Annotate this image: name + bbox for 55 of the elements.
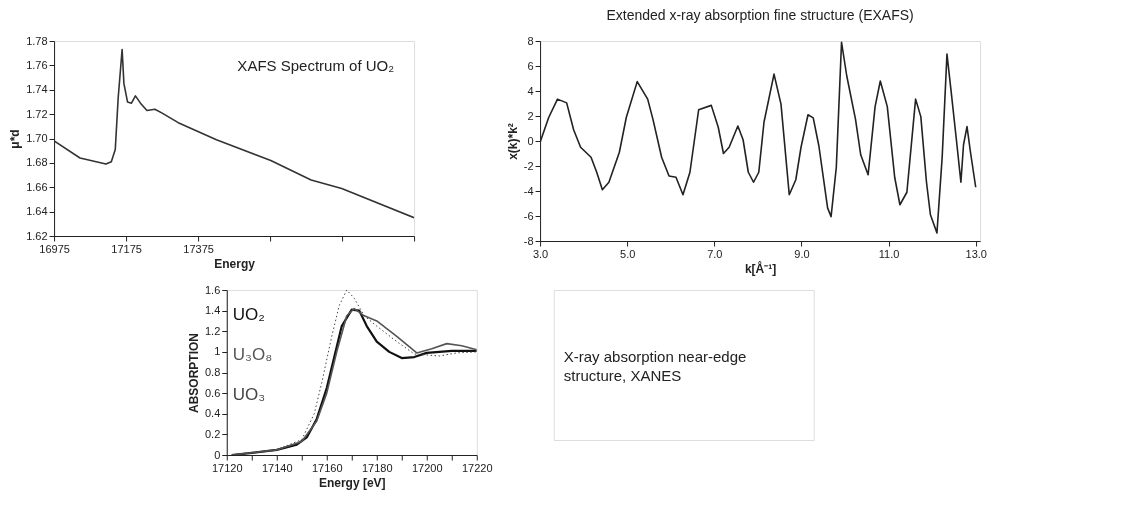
y-tick-label: -2 xyxy=(523,159,534,172)
y-tick-label: 1.4 xyxy=(204,304,221,317)
y-tick-label: 1.70 xyxy=(26,132,48,144)
y-tick-label: -6 xyxy=(523,209,534,222)
y-axis-title: x(k)*k² xyxy=(505,123,520,160)
y-tick-label: -4 xyxy=(523,184,534,197)
y-tick-label: 4 xyxy=(527,84,534,97)
y-tick-label: 0.2 xyxy=(204,427,221,440)
y-tick-label: 1.2 xyxy=(204,324,221,337)
y-tick-label: 8 xyxy=(527,34,534,47)
x-tick-label: 5.0 xyxy=(620,247,636,260)
text: UO₂ xyxy=(232,305,265,324)
y-axis-title: ABSORPTION xyxy=(186,332,201,414)
y-tick-label: 1.64 xyxy=(26,205,48,218)
y-tick-label: 6 xyxy=(527,59,534,72)
x-tick-label: 17375 xyxy=(183,242,214,255)
y-tick-label: 1.66 xyxy=(26,180,48,193)
text: U₃O₈ xyxy=(232,345,273,364)
y-tick-label: -8 xyxy=(523,234,534,247)
x-axis-title: Energy xyxy=(214,256,256,271)
y-tick-label: 1.68 xyxy=(26,156,48,169)
x-tick-label: 3.0 xyxy=(532,247,549,260)
x-tick-label: 11.0 xyxy=(878,247,900,260)
x-tick-label: 7.0 xyxy=(707,247,723,260)
line-series xyxy=(54,48,415,219)
text: UO₃ xyxy=(232,385,266,404)
y-tick-label: 1.6 xyxy=(204,283,221,296)
y-tick-label: 0.8 xyxy=(204,366,221,378)
text: XAFS Spectrum of UO₂ xyxy=(237,57,395,74)
y-tick-label: 1.76 xyxy=(26,58,48,71)
y-tick-label: 0 xyxy=(527,134,534,147)
x-axis-title: k[Å⁻¹] xyxy=(744,260,777,276)
x-tick-label: 16975 xyxy=(39,242,70,255)
y-axis-title: μ*d xyxy=(8,129,23,149)
y-tick-label: 0.6 xyxy=(204,386,221,399)
x-axis-title: Energy [eV] xyxy=(318,475,386,490)
y-tick-label: 1 xyxy=(214,345,221,358)
x-tick-label: 17200 xyxy=(411,461,443,474)
y-tick-label: 0 xyxy=(214,448,221,461)
x-tick-label: 17175 xyxy=(111,242,142,255)
text: X-ray absorption near-edge structure, XANES xyxy=(563,348,747,384)
y-tick-label: 0.4 xyxy=(204,407,221,420)
x-tick-label: 13.0 xyxy=(965,247,987,260)
x-tick-label: 9.0 xyxy=(794,247,810,260)
y-tick-label: 1.72 xyxy=(26,107,48,120)
x-tick-label: 17220 xyxy=(461,461,493,474)
x-tick-label: 17160 xyxy=(311,461,343,474)
y-tick-label: 1.62 xyxy=(26,229,48,242)
chart-title: Extended x-ray absorption fine structure (EXAFS) xyxy=(606,7,914,23)
x-tick-label: 17140 xyxy=(261,461,293,474)
y-tick-label: 1.78 xyxy=(26,34,48,47)
x-tick-label: 17120 xyxy=(211,461,243,474)
y-tick-label: 1.74 xyxy=(26,83,48,96)
x-tick-label: 17180 xyxy=(361,461,393,474)
y-tick-label: 2 xyxy=(527,109,534,122)
